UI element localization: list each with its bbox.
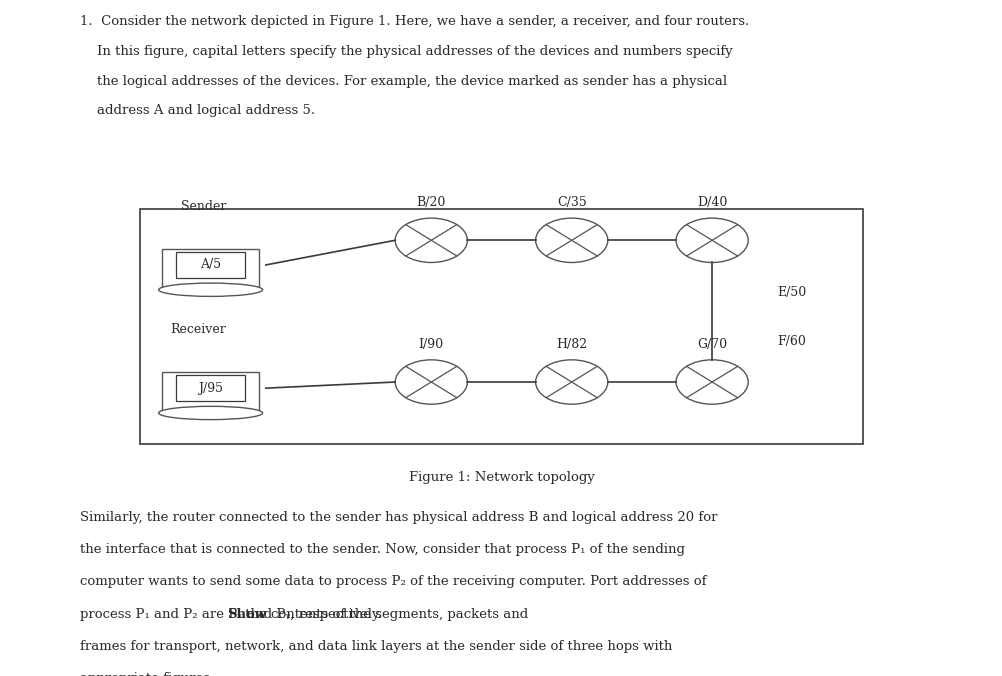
Ellipse shape [158,283,263,296]
Text: A/5: A/5 [199,258,221,272]
Text: process P₁ and P₂ are Pₓ and Pᵧ, respectively.: process P₁ and P₂ are Pₓ and Pᵧ, respect… [80,608,386,621]
Text: the logical addresses of the devices. For example, the device marked as sender h: the logical addresses of the devices. Fo… [80,74,726,88]
Text: B/20: B/20 [416,196,446,209]
Circle shape [395,360,467,404]
Circle shape [395,218,467,262]
Text: I/90: I/90 [418,337,444,351]
Text: frames for transport, network, and data link layers at the sender side of three : frames for transport, network, and data … [80,639,672,652]
Ellipse shape [158,406,263,420]
Text: Figure 1: Network topology: Figure 1: Network topology [408,471,594,485]
Text: process P₁ and P₂ are Pₓ and Pᵧ, respectively.: process P₁ and P₂ are Pₓ and Pᵧ, respect… [80,608,386,621]
Text: the interface that is connected to the sender. Now, consider that process P₁ of : the interface that is connected to the s… [80,544,684,556]
Text: Receiver: Receiver [170,323,226,336]
Text: address A and logical address 5.: address A and logical address 5. [80,104,315,117]
Text: Sender: Sender [180,199,225,212]
Circle shape [535,218,607,262]
FancyBboxPatch shape [162,372,259,411]
Text: H/82: H/82 [555,337,587,351]
FancyBboxPatch shape [176,375,244,401]
Text: appropriate figures.: appropriate figures. [80,672,214,676]
FancyBboxPatch shape [140,210,862,443]
Text: computer wants to send some data to process P₂ of the receiving computer. Port a: computer wants to send some data to proc… [80,575,706,589]
Text: D/40: D/40 [696,196,726,209]
Text: the contents of the segments, packets and: the contents of the segments, packets an… [240,608,528,621]
Text: Similarly, the router connected to the sender has physical address B and logical: Similarly, the router connected to the s… [80,512,717,525]
FancyBboxPatch shape [162,249,259,287]
Text: G/70: G/70 [696,337,726,351]
Text: 1.  Consider the network depicted in Figure 1. Here, we have a sender, a receive: 1. Consider the network depicted in Figu… [80,16,748,28]
Text: In this figure, capital letters specify the physical addresses of the devices an: In this figure, capital letters specify … [80,45,732,58]
Text: J/95: J/95 [198,382,222,395]
Text: E/50: E/50 [777,286,806,299]
Text: C/35: C/35 [556,196,586,209]
Text: Show: Show [227,608,267,621]
Circle shape [675,360,747,404]
Text: F/60: F/60 [777,335,806,348]
FancyBboxPatch shape [176,252,244,278]
Circle shape [675,218,747,262]
Circle shape [535,360,607,404]
